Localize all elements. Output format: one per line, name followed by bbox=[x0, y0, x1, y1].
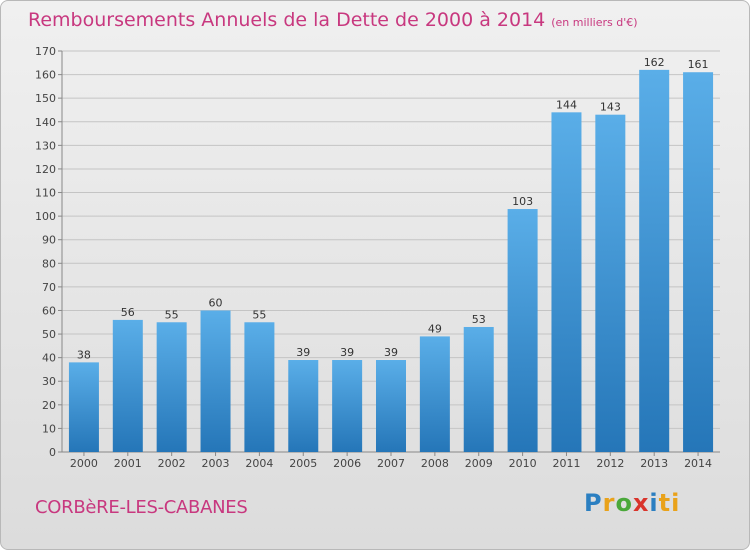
data-label: 38 bbox=[77, 348, 91, 361]
y-tick-label: 80 bbox=[42, 257, 56, 270]
logo-letter: r bbox=[602, 489, 616, 517]
bar bbox=[288, 360, 319, 452]
bar bbox=[156, 322, 187, 452]
data-label: 144 bbox=[556, 98, 577, 111]
x-tick-label: 2000 bbox=[70, 457, 98, 470]
x-tick-label: 2005 bbox=[289, 457, 317, 470]
x-tick-label: 2001 bbox=[114, 457, 142, 470]
data-label: 49 bbox=[428, 322, 442, 335]
y-tick-label: 40 bbox=[42, 352, 56, 365]
y-tick-label: 30 bbox=[42, 375, 56, 388]
commune-name: CORBèRE-LES-CABANES bbox=[35, 497, 248, 518]
bar bbox=[200, 310, 231, 452]
x-tick-label: 2008 bbox=[421, 457, 449, 470]
bar bbox=[595, 114, 626, 452]
y-tick-label: 140 bbox=[35, 116, 56, 129]
data-label: 39 bbox=[384, 346, 398, 359]
bar bbox=[463, 326, 494, 452]
logo-letter: o bbox=[615, 489, 633, 517]
bar bbox=[332, 360, 363, 452]
data-label: 56 bbox=[121, 306, 135, 319]
data-label: 39 bbox=[296, 346, 310, 359]
value-labels: 38 56 55 60 55 39 39 39 49 53 103 144 143 162 161 bbox=[77, 56, 709, 361]
y-tick-label: 100 bbox=[35, 210, 56, 223]
x-tick-label: 2003 bbox=[202, 457, 230, 470]
x-tick-label: 2010 bbox=[509, 457, 537, 470]
y-tick-label: 150 bbox=[35, 92, 56, 105]
x-tick-label: 2004 bbox=[245, 457, 273, 470]
bar bbox=[419, 336, 450, 452]
y-tick-label: 20 bbox=[42, 399, 56, 412]
bar bbox=[551, 112, 582, 453]
x-tick-label: 2002 bbox=[158, 457, 186, 470]
y-tick-label: 170 bbox=[35, 45, 56, 58]
data-label: 162 bbox=[644, 56, 665, 69]
bar bbox=[68, 362, 99, 452]
logo-letter: ti bbox=[658, 489, 681, 517]
x-tick-label: 2014 bbox=[684, 457, 712, 470]
x-tick-label: 2006 bbox=[333, 457, 361, 470]
data-label: 39 bbox=[340, 346, 354, 359]
logo-letter: x bbox=[632, 489, 650, 517]
y-tick-labels: 0 10 20 30 40 50 60 70 80 90 100 110 120 130 140 150 160… bbox=[35, 45, 62, 459]
data-label: 161 bbox=[688, 58, 709, 71]
y-tick-label: 10 bbox=[42, 422, 56, 435]
proxiti-logo: Proxiti bbox=[584, 489, 680, 517]
y-tick-label: 130 bbox=[35, 139, 56, 152]
x-tick-label: 2011 bbox=[552, 457, 580, 470]
x-tick-labels: 2000 2001 2002 2003 2004 2005 2006 2007 2008 2009… bbox=[70, 452, 712, 470]
data-label: 103 bbox=[512, 195, 533, 208]
bar bbox=[376, 360, 406, 452]
bar bbox=[683, 72, 714, 453]
logo-letter: i bbox=[649, 489, 659, 517]
y-tick-label: 160 bbox=[35, 69, 56, 82]
y-tick-label: 70 bbox=[42, 281, 56, 294]
y-tick-label: 50 bbox=[42, 328, 56, 341]
y-tick-label: 110 bbox=[35, 187, 56, 200]
bar bbox=[244, 322, 275, 452]
y-tick-label: 90 bbox=[42, 234, 56, 247]
title-text: Remboursements Annuels de la Dette de 20… bbox=[28, 9, 546, 31]
y-tick-label: 60 bbox=[42, 304, 56, 317]
data-label: 60 bbox=[209, 296, 223, 309]
data-label: 143 bbox=[600, 101, 621, 114]
bars bbox=[68, 69, 714, 453]
bar bbox=[507, 209, 538, 452]
logo-letter: P bbox=[584, 489, 603, 517]
chart-title: Remboursements Annuels de la Dette de 20… bbox=[28, 9, 638, 31]
title-unit: (en milliers d'€) bbox=[551, 16, 638, 29]
x-tick-label: 2007 bbox=[377, 457, 405, 470]
data-label: 55 bbox=[165, 308, 179, 321]
data-label: 53 bbox=[472, 313, 486, 326]
y-tick-label: 120 bbox=[35, 163, 56, 176]
y-tick-label: 0 bbox=[49, 446, 56, 459]
x-tick-label: 2013 bbox=[640, 457, 668, 470]
bar bbox=[112, 319, 143, 452]
bar bbox=[639, 69, 670, 452]
data-label: 55 bbox=[252, 308, 266, 321]
x-tick-label: 2009 bbox=[465, 457, 493, 470]
x-tick-label: 2012 bbox=[596, 457, 624, 470]
